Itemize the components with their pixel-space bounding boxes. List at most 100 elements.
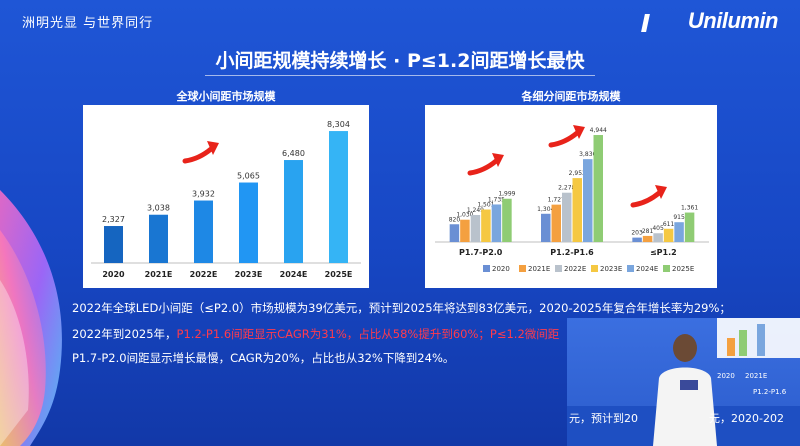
bar: [551, 204, 561, 242]
summary-line-1: 2022年全球LED小间距（≤P2.0）市场规模为39亿美元，预计到2025年将…: [72, 301, 731, 315]
bar: [502, 198, 512, 242]
bar: [194, 200, 213, 263]
slogan-text: 洲明光显 与世界同行: [22, 16, 154, 31]
trend-arrow-head: [655, 185, 667, 199]
legend-swatch: [627, 265, 634, 272]
x-tick-label: P1.7-P2.0: [459, 248, 503, 257]
data-label: 8,304: [327, 120, 350, 129]
legend-label: 2024E: [636, 265, 658, 273]
legend-swatch: [663, 265, 670, 272]
bar: [284, 160, 303, 263]
logo-mark: [641, 14, 650, 32]
data-label: 1,030: [456, 212, 473, 219]
legend-label: 2022E: [564, 265, 586, 273]
x-tick-label: ≤P1.2: [650, 248, 677, 257]
data-label: 1,727: [548, 197, 565, 204]
bar: [593, 135, 603, 242]
trend-arrow-stroke: [548, 130, 580, 148]
data-label: 1,735: [488, 196, 505, 203]
bar: [572, 178, 582, 242]
trend-arrow-icon: [182, 141, 219, 164]
bar: [149, 214, 168, 263]
legend-swatch: [519, 265, 526, 272]
x-tick-label: P1.2-P1.6: [550, 248, 594, 257]
right-chart-title: 各细分间距市场规模: [521, 90, 621, 103]
x-tick-label: 2025E: [325, 270, 353, 279]
left-chart-card: 2,327 2020 3,038 2021E 3,932 2022E 5,065 2023E 6…: [83, 105, 369, 288]
data-label: 1,999: [498, 191, 515, 198]
left-chart-title: 全球小间距市场规模: [176, 90, 276, 103]
brand-logo: Unilumin: [687, 8, 779, 33]
video-overlay-text-b: 元，2020-202: [709, 412, 784, 425]
bar: [481, 209, 491, 242]
bar: [239, 182, 258, 263]
data-label: 6,480: [282, 149, 305, 158]
x-tick-label: 2020: [102, 270, 125, 279]
bar: [329, 131, 348, 263]
summary-line-2: 2022年到2025年，P1.2-P1.6间距显示CAGR为31%，占比从58%…: [72, 326, 559, 342]
legend-label: 2020: [492, 265, 510, 273]
x-tick-label: 2023E: [235, 270, 263, 279]
bar: [632, 237, 642, 242]
legend-label: 2021E: [528, 265, 550, 273]
data-label: 820: [449, 216, 461, 223]
data-label: 611: [663, 221, 675, 228]
data-label: 4,944: [590, 127, 607, 134]
data-label: 203: [631, 230, 643, 237]
presenter-video-overlay: 元，预计到20 元，2020-202 2020 2021E P1.2-P1.6: [567, 318, 800, 446]
trend-arrow-stroke: [630, 190, 662, 208]
trend-arrow-stroke: [182, 146, 214, 164]
bar: [684, 212, 695, 242]
bar: [562, 192, 572, 242]
decorative-swirl: [0, 190, 62, 446]
trend-arrow-icon: [548, 125, 585, 148]
legend-swatch: [555, 265, 562, 272]
video-scene: [567, 318, 800, 446]
data-label: 1,249: [467, 207, 484, 214]
data-label: 3,038: [147, 204, 170, 213]
summary-line-2-prefix: 2022年到2025年，: [72, 327, 177, 341]
bar: [642, 235, 653, 242]
data-label: 1,501: [477, 202, 494, 209]
bar: [583, 159, 593, 242]
trend-arrow-icon: [630, 185, 667, 208]
trend-arrow-icon: [467, 153, 504, 176]
bar: [653, 233, 663, 242]
summary-line-2-highlight: P1.2-P1.6间距显示CAGR为31%，占比从58%提升到60%；P≤1.2…: [176, 327, 560, 341]
x-tick-label: 2024E: [280, 270, 308, 279]
video-overlay-text-a: 元，预计到20: [569, 412, 638, 425]
trend-arrow-head: [573, 125, 585, 139]
data-label: 3,830: [579, 151, 596, 158]
video-overlay-label: 2020: [717, 372, 735, 380]
trend-arrow-head: [207, 141, 219, 155]
bar: [491, 204, 502, 242]
right-chart-card: 820 1,030 1,249 1,501 1,735 1,999 P1.7-P2.0 1,3…: [425, 105, 717, 288]
data-label: 2,953: [569, 170, 586, 177]
data-label: 1,361: [681, 205, 698, 212]
bar: [104, 226, 123, 263]
x-tick-label: 2021E: [145, 270, 173, 279]
data-label: 2,327: [102, 215, 125, 224]
trend-arrow-head: [492, 153, 504, 167]
legend-swatch: [591, 265, 598, 272]
summary-line-3: P1.7-P2.0间距显示增长最慢，CAGR为20%，占比也从32%下降到24%…: [72, 351, 455, 365]
bar: [470, 214, 481, 242]
bar: [460, 219, 470, 242]
data-label: 2,278: [558, 185, 575, 192]
video-overlay-label: P1.2-P1.6: [753, 388, 787, 396]
data-label: 5,065: [237, 172, 260, 181]
slide-title: 小间距规模持续增长 · P≤1.2间距增长最快: [215, 50, 585, 72]
bar: [449, 224, 460, 242]
data-label: 405: [652, 225, 664, 232]
legend-label: 2025E: [672, 265, 694, 273]
legend-label: 2023E: [600, 265, 622, 273]
data-label: 3,932: [192, 190, 215, 199]
data-label: 915: [673, 214, 685, 221]
data-label: 281: [642, 228, 654, 235]
bar: [663, 228, 674, 242]
bar: [674, 222, 684, 242]
x-tick-label: 2022E: [190, 270, 218, 279]
data-label: 1,304: [537, 206, 554, 213]
bar: [541, 213, 551, 242]
